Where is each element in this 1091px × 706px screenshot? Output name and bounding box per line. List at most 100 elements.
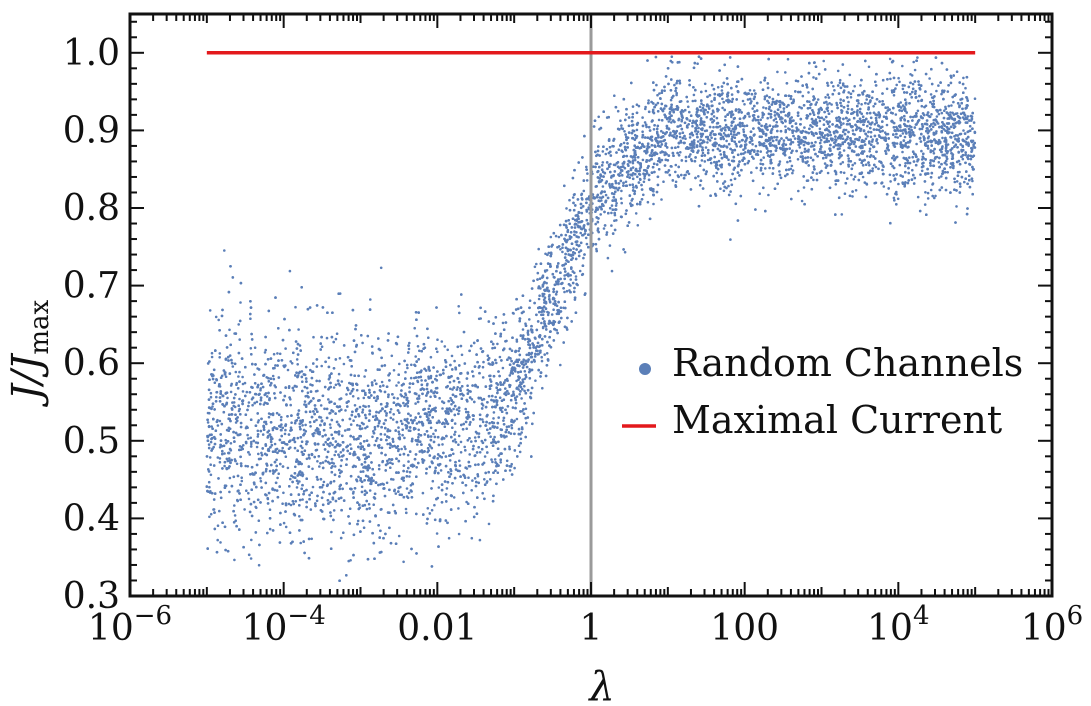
scatter-point xyxy=(418,349,421,353)
scatter-point xyxy=(674,170,677,174)
scatter-point xyxy=(962,76,965,80)
scatter-point xyxy=(959,112,963,115)
scatter-point xyxy=(467,464,471,468)
scatter-point xyxy=(433,503,436,507)
scatter-point xyxy=(477,366,481,369)
scatter-point xyxy=(899,101,902,104)
scatter-point xyxy=(263,401,267,405)
scatter-point xyxy=(797,189,800,193)
scatter-point xyxy=(578,211,581,214)
scatter-point xyxy=(778,170,781,173)
scatter-point xyxy=(371,435,374,439)
scatter-point xyxy=(727,184,730,188)
scatter-point xyxy=(235,381,238,385)
scatter-point xyxy=(489,478,492,481)
scatter-point xyxy=(849,96,853,99)
scatter-point xyxy=(600,199,603,202)
scatter-point xyxy=(901,87,905,91)
scatter-point xyxy=(228,490,231,494)
scatter-point xyxy=(415,422,419,425)
scatter-point xyxy=(481,365,485,369)
scatter-point xyxy=(692,93,696,97)
scatter-point xyxy=(209,463,212,467)
scatter-point xyxy=(209,395,213,399)
scatter-point xyxy=(676,145,680,149)
scatter-point xyxy=(868,100,872,104)
scatter-point xyxy=(934,194,937,198)
scatter-point xyxy=(351,395,355,398)
scatter-point xyxy=(754,144,758,148)
scatter-point xyxy=(331,443,334,447)
scatter-point xyxy=(214,315,218,319)
scatter-point xyxy=(839,123,843,127)
scatter-point xyxy=(818,119,822,123)
scatter-point xyxy=(464,407,468,411)
scatter-point xyxy=(895,190,898,194)
scatter-point xyxy=(767,101,771,105)
scatter-point xyxy=(894,113,898,116)
scatter-point xyxy=(315,499,319,503)
scatter-point xyxy=(288,269,292,273)
scatter-point xyxy=(374,414,378,418)
scatter-point xyxy=(724,123,728,127)
scatter-point xyxy=(540,359,544,363)
scatter-point xyxy=(580,211,584,215)
scatter-point xyxy=(679,151,682,154)
scatter-point xyxy=(537,247,540,251)
scatter-point xyxy=(271,374,275,378)
scatter-point xyxy=(541,386,544,390)
scatter-point xyxy=(241,390,245,393)
scatter-point xyxy=(517,444,521,448)
scatter-point xyxy=(585,179,589,182)
scatter-point xyxy=(235,462,239,466)
scatter-point xyxy=(415,466,419,469)
scatter-point xyxy=(853,175,857,178)
scatter-point xyxy=(635,128,639,132)
scatter-point xyxy=(951,111,954,115)
scatter-point xyxy=(216,538,219,542)
scatter-point xyxy=(295,486,299,489)
scatter-point xyxy=(320,486,324,489)
scatter-point xyxy=(716,109,719,113)
scatter-point xyxy=(206,421,210,424)
scatter-point xyxy=(241,382,245,386)
scatter-point xyxy=(420,379,423,382)
scatter-point xyxy=(637,104,641,108)
scatter-point xyxy=(955,180,959,183)
scatter-point xyxy=(316,389,319,393)
scatter-point xyxy=(842,122,845,125)
scatter-point xyxy=(784,143,788,146)
scatter-point xyxy=(911,155,914,159)
scatter-point xyxy=(828,102,831,105)
scatter-point xyxy=(848,73,852,77)
scatter-point xyxy=(711,148,715,152)
scatter-point xyxy=(347,559,351,563)
scatter-point xyxy=(613,213,617,217)
scatter-point xyxy=(495,361,498,365)
scatter-point xyxy=(914,115,917,118)
scatter-point xyxy=(945,155,948,158)
scatter-point xyxy=(284,525,288,529)
scatter-point xyxy=(723,126,727,129)
scatter-point xyxy=(601,185,605,188)
scatter-point xyxy=(605,147,609,151)
scatter-point xyxy=(353,437,356,441)
scatter-point xyxy=(404,507,408,511)
scatter-point xyxy=(259,479,263,483)
scatter-point xyxy=(290,421,293,425)
scatter-point xyxy=(332,509,336,512)
scatter-point xyxy=(278,352,282,356)
scatter-point xyxy=(237,323,240,326)
scatter-point xyxy=(610,224,613,227)
scatter-point xyxy=(652,202,655,206)
scatter-point xyxy=(405,419,409,423)
scatter-point xyxy=(377,421,381,425)
scatter-point xyxy=(867,65,871,69)
scatter-point xyxy=(867,102,870,106)
scatter-point xyxy=(782,139,786,142)
scatter-point xyxy=(614,179,617,183)
scatter-point xyxy=(296,482,300,485)
scatter-point xyxy=(582,189,586,193)
scatter-point xyxy=(931,149,935,153)
scatter-point xyxy=(392,413,396,416)
